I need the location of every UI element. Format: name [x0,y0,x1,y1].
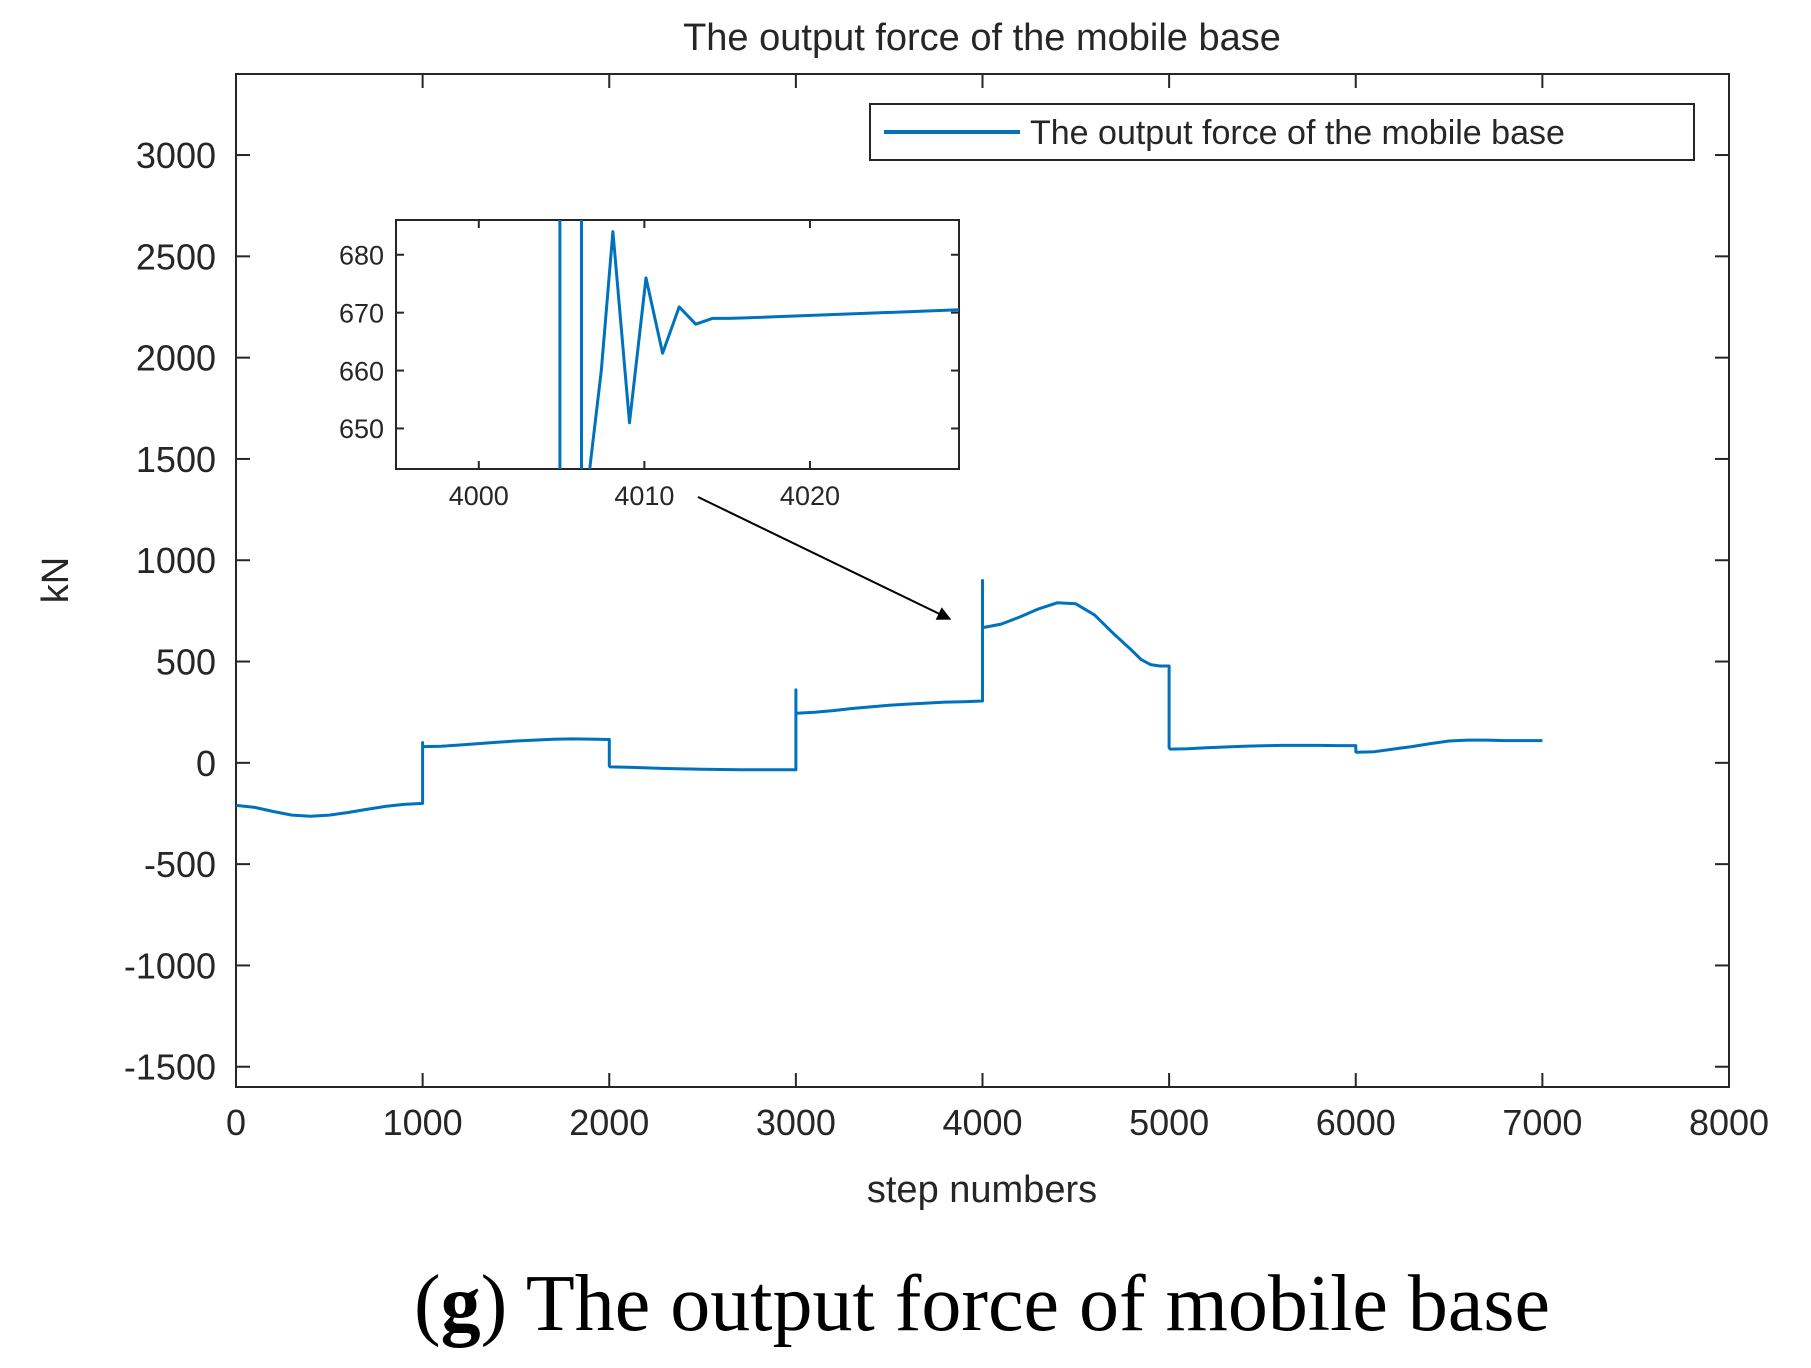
inset-axis-ticks: 4000 4010 4020 650 660 670 680 [339,220,959,511]
main-x-tick-label: 8000 [1689,1102,1769,1143]
main-y-tick-label: -1000 [124,945,216,986]
main-x-tick-label: 5000 [1129,1102,1209,1143]
caption-letter: g [441,1260,481,1348]
main-y-tick-label: 1000 [136,540,216,581]
inset-plot-area [395,219,960,470]
legend: The output force of the mobile base [869,103,1695,161]
main-series-line [236,579,1543,818]
caption-text: The output force of mobile base [507,1260,1550,1348]
inset-x-tick-label: 4020 [780,481,840,511]
main-series-group [236,579,1543,818]
main-y-tick-label: -500 [144,844,216,885]
figure-caption: (g) The output force of mobile base [414,1260,1550,1348]
caption-letter-open: ( [414,1260,441,1348]
main-x-tick-label: 1000 [383,1102,463,1143]
zoom-arrow [697,496,952,620]
main-x-tick-label: 3000 [756,1102,836,1143]
main-x-tick-label: 2000 [569,1102,649,1143]
caption-letter-close: ) [481,1260,508,1348]
main-y-tick-label: 3000 [136,135,216,176]
main-y-tick-label: 500 [156,642,216,683]
main-x-tick-label: 4000 [942,1102,1022,1143]
inset-y-tick-label: 680 [339,240,384,270]
inset-x-tick-label: 4010 [614,481,674,511]
chart-title: The output force of the mobile base [683,17,1281,59]
main-y-tick-label: 2000 [136,338,216,379]
main-axis-ticks: 0 1000 2000 3000 4000 5000 6000 7000 8000-1500-1… [124,74,1769,1143]
main-y-tick-label: 1500 [136,439,216,480]
main-y-tick-label: -1500 [124,1047,216,1088]
inset-series-line [558,220,959,469]
main-x-tick-label: 7000 [1502,1102,1582,1143]
inset-chart: 4000 4010 4020 650 660 670 680 [339,219,960,511]
legend-label: The output force of the mobile base [1030,114,1565,152]
inset-y-tick-label: 660 [339,356,384,386]
inset-series-group [558,220,959,469]
main-y-tick-label: 2500 [136,236,216,277]
main-x-tick-label: 0 [226,1102,246,1143]
y-axis-label: kN [35,557,77,603]
inset-y-tick-label: 670 [339,298,384,328]
inset-y-tick-label: 650 [339,414,384,444]
main-x-tick-label: 6000 [1316,1102,1396,1143]
main-y-tick-label: 0 [196,743,216,784]
x-axis-label: step numbers [867,1169,1097,1211]
inset-x-tick-label: 4000 [449,481,509,511]
